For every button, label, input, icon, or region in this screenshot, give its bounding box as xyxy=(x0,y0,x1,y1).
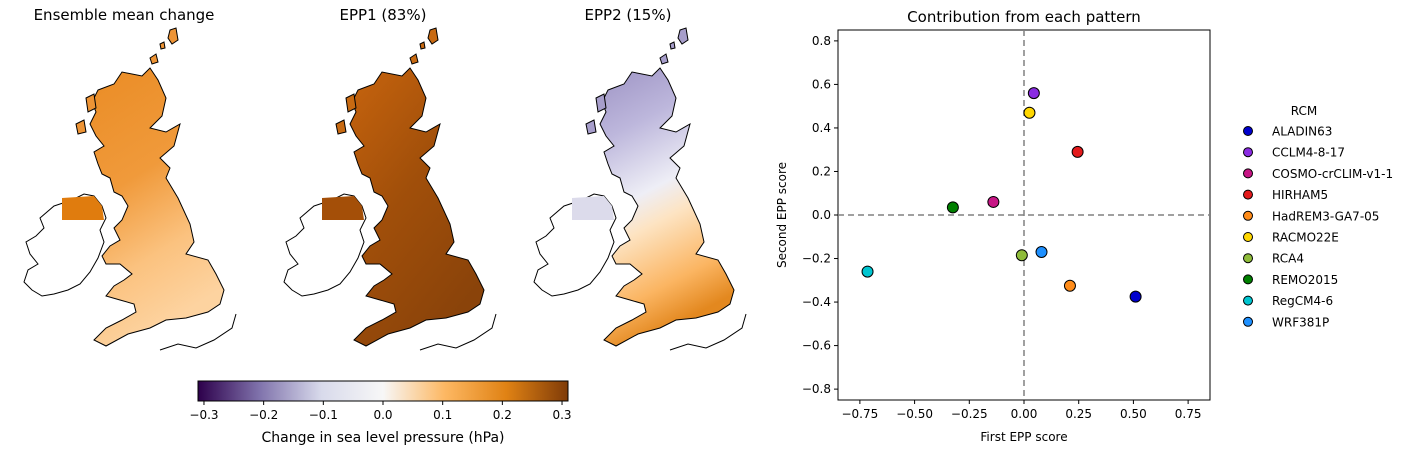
legend-label: ALADIN63 xyxy=(1272,125,1332,139)
legend-label: REMO2015 xyxy=(1272,273,1338,287)
y-tick-label: −0.6 xyxy=(802,339,831,353)
island xyxy=(677,27,689,45)
great-britain-region xyxy=(599,67,735,347)
great-britain-region xyxy=(89,67,225,347)
map-mean xyxy=(23,27,237,351)
point-rca4 xyxy=(1015,249,1028,262)
island xyxy=(669,41,676,50)
y-tick-label: 0.8 xyxy=(812,34,831,48)
maps-panel xyxy=(23,27,747,351)
colorbar-label: Change in sea level pressure (hPa) xyxy=(261,430,504,446)
map-epp2 xyxy=(533,27,747,351)
island xyxy=(345,93,357,113)
x-tick-label: 0.50 xyxy=(1120,407,1147,421)
point-remo2015 xyxy=(946,201,959,214)
map-title-epp1: EPP1 (83%) xyxy=(339,6,427,24)
y-tick-label: −0.8 xyxy=(802,382,831,396)
island xyxy=(409,53,419,65)
colorbar: −0.3 −0.2 −0.1 0.0 0.1 0.2 0.3 Change in sea l… xyxy=(189,380,572,446)
point-hadrem3-ga7-05 xyxy=(1063,279,1076,292)
island xyxy=(167,27,179,45)
y-tick-label: −0.4 xyxy=(802,295,831,309)
legend-label: WRF381P xyxy=(1272,315,1329,329)
legend-label: CCLM4-8-17 xyxy=(1272,146,1345,160)
x-tick-label: 0.25 xyxy=(1065,407,1092,421)
legend-label: RCA4 xyxy=(1272,252,1304,266)
colorbar-gradient xyxy=(197,380,569,402)
island xyxy=(75,119,87,135)
y-axis-label: Second EPP score xyxy=(775,162,789,268)
y-tick-label: 0.0 xyxy=(812,208,831,222)
legend-marker xyxy=(1243,253,1253,264)
colorbar-tick-label: −0.1 xyxy=(309,408,338,422)
northern-ireland-region xyxy=(572,196,614,220)
colorbar-tick-label: 0.3 xyxy=(552,408,571,422)
legend-marker xyxy=(1243,147,1253,158)
coastline xyxy=(669,313,747,351)
x-tick-label: −0.75 xyxy=(841,407,878,421)
plot-area xyxy=(837,29,1211,401)
point-racmo22e xyxy=(1023,106,1036,119)
point-hirham5 xyxy=(1071,145,1084,158)
colorbar-tick-label: −0.2 xyxy=(249,408,278,422)
colorbar-tick-label: 0.2 xyxy=(493,408,512,422)
map-title-epp2: EPP2 (15%) xyxy=(584,6,672,24)
legend-marker xyxy=(1243,168,1253,179)
chart-title: Contribution from each pattern xyxy=(907,8,1141,26)
northern-ireland-region xyxy=(62,196,104,220)
y-tick-label: −0.2 xyxy=(802,252,831,266)
island xyxy=(659,53,669,65)
legend: ALADIN63 CCLM4-8-17 COSMO-crCLIM-v1-1 HIRHA… xyxy=(1243,125,1393,329)
x-tick-label: 0.75 xyxy=(1175,407,1202,421)
colorbar-tick-label: −0.3 xyxy=(189,408,218,422)
island xyxy=(585,119,597,135)
legend-marker xyxy=(1243,295,1253,306)
colorbar-tick-label: 0.0 xyxy=(373,408,392,422)
y-tick-label: 0.6 xyxy=(812,77,831,91)
coastline xyxy=(419,313,497,351)
legend-marker xyxy=(1243,189,1253,200)
y-tick-label: 0.4 xyxy=(812,121,831,135)
island xyxy=(595,93,607,113)
legend-marker xyxy=(1243,232,1253,242)
x-axis-label: First EPP score xyxy=(980,430,1067,444)
legend-marker xyxy=(1243,210,1253,221)
island xyxy=(419,41,426,50)
northern-ireland-region xyxy=(322,196,364,220)
point-regcm4-6 xyxy=(861,265,874,278)
legend-label: RACMO22E xyxy=(1272,231,1339,245)
island xyxy=(427,27,439,45)
island xyxy=(85,93,97,113)
x-tick-label: 0.00 xyxy=(1011,407,1038,421)
point-wrf381p xyxy=(1035,246,1048,258)
y-tick-label: 0.2 xyxy=(812,164,831,178)
x-tick-label: −0.50 xyxy=(896,407,933,421)
legend-title: RCM xyxy=(1291,104,1317,118)
coastline xyxy=(159,313,237,351)
legend-label: HadREM3-GA7-05 xyxy=(1272,209,1379,223)
legend-marker xyxy=(1243,126,1253,136)
legend-label: COSMO-crCLIM-v1-1 xyxy=(1272,167,1393,181)
colorbar-tick-label: 0.1 xyxy=(433,408,452,422)
point-cosmo-crclim-v1-1 xyxy=(987,195,1000,208)
x-tick-label: −0.25 xyxy=(951,407,988,421)
point-cclm4-8-17 xyxy=(1027,87,1040,100)
map-epp1 xyxy=(283,27,497,351)
legend-marker xyxy=(1243,316,1253,327)
island xyxy=(159,41,166,50)
legend-marker xyxy=(1243,274,1253,285)
legend-label: RegCM4-6 xyxy=(1272,294,1333,308)
island xyxy=(335,119,347,135)
point-aladin63 xyxy=(1129,290,1142,303)
island xyxy=(149,53,159,65)
map-title-mean: Ensemble mean change xyxy=(33,6,215,24)
great-britain-region xyxy=(349,67,485,347)
legend-label: HIRHAM5 xyxy=(1272,188,1328,202)
